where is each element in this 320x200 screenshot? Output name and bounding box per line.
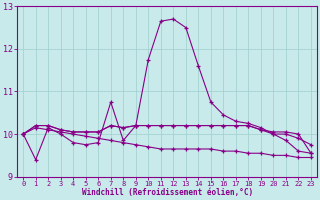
X-axis label: Windchill (Refroidissement éolien,°C): Windchill (Refroidissement éolien,°C)	[82, 188, 253, 197]
